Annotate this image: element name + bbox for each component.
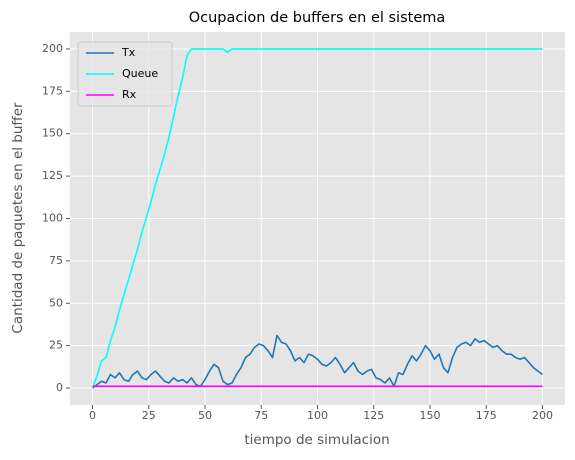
chart-title: Ocupacion de buffers en el sistema <box>189 10 446 26</box>
y-tick-label: 200 <box>42 42 63 55</box>
y-tick-label: 0 <box>56 381 63 394</box>
y-tick-label: 125 <box>42 169 63 182</box>
x-tick-label: 100 <box>307 409 328 422</box>
x-tick-label: 125 <box>363 409 384 422</box>
x-tick-label: 0 <box>89 409 96 422</box>
legend-label: Tx <box>121 46 136 59</box>
x-tick-label: 25 <box>142 409 156 422</box>
legend-label: Rx <box>122 88 137 101</box>
x-tick-label: 150 <box>420 409 441 422</box>
series-line <box>92 334 543 389</box>
y-tick-label: 25 <box>49 339 63 352</box>
x-tick-label: 75 <box>254 409 268 422</box>
y-tick-label: 75 <box>49 254 63 267</box>
x-tick-label: 50 <box>198 409 212 422</box>
x-tick-label: 200 <box>532 409 553 422</box>
y-tick-label: 100 <box>42 212 63 225</box>
legend-box <box>77 41 173 107</box>
y-tick-label: 175 <box>42 84 63 97</box>
x-tick-label: 175 <box>476 409 497 422</box>
legend-label: Queue <box>122 67 158 80</box>
legend: Tx Queue Rx <box>77 41 173 107</box>
y-tick-label: 50 <box>49 296 63 309</box>
x-axis-label: tiempo de simulacion <box>244 432 389 448</box>
y-tick-label: 150 <box>42 127 63 140</box>
series-line <box>91 48 543 389</box>
y-axis-label: Cantidad de paquetes en el buffer <box>10 102 26 334</box>
